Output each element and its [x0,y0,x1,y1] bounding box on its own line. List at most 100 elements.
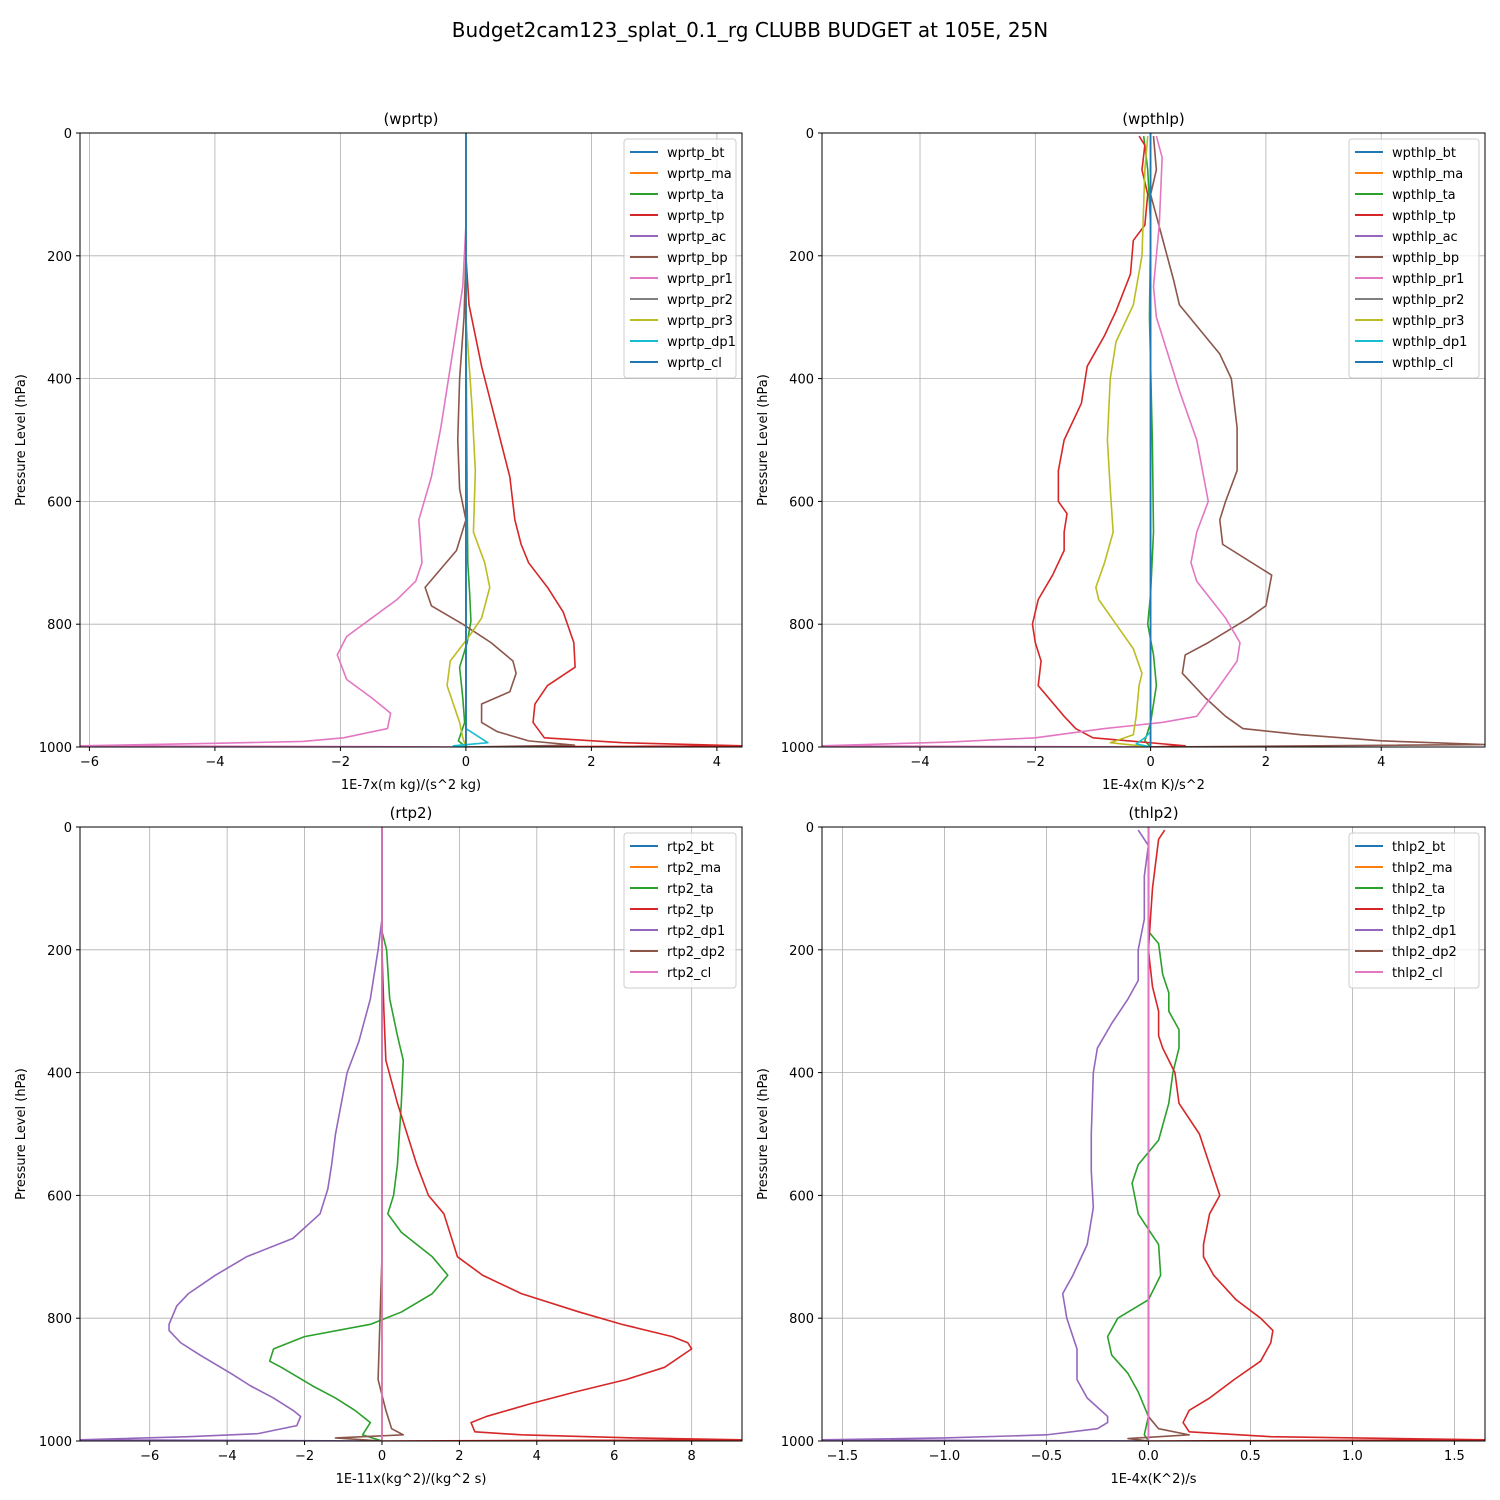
y-tick-label: 0 [806,821,814,836]
legend: wpthlp_bt wpthlp_ma wpthlp_ta wpthlp_tpwpth… [1348,138,1480,379]
x-tick-label: −4 [205,755,224,770]
legend-entry: rtp2_cl [667,966,711,981]
chart-panel-3: −6 −4 −2 0 2 4 6 8 0 200 400 600 800 1000 (rtp2) 1E-11x… [14,804,743,1487]
series-line-rtp2_ta [268,827,449,1441]
y-tick-label: 600 [789,1189,814,1204]
legend-entry: wprtp_ac [667,230,726,245]
y-tick-label: 0 [64,127,72,142]
legend-entry: wpthlp_ta [1392,188,1456,203]
legend-entry: wprtp_pr1 [667,272,733,287]
y-axis-label: Pressure Level (hPa) [14,374,29,506]
x-tick-label: 2 [455,1449,463,1464]
series-line-wprtp_ta [457,133,472,747]
series-line-thlp2_dp1 [822,829,1150,1441]
series-line-thlp2_tp [1147,829,1485,1441]
y-tick-label: 400 [47,373,72,388]
series-line-thlp2_dp2 [1127,827,1190,1441]
y-tick-label: 200 [789,944,814,959]
x-tick-label: 4 [713,755,721,770]
x-tick-label: −4 [910,755,929,770]
y-tick-label: 600 [47,1189,72,1204]
legend-entry: wpthlp_cl [1392,356,1453,371]
legend-entry: rtp2_ma [667,861,721,876]
y-tick-label: 400 [789,1067,814,1082]
legend-entry: thlp2_dp1 [1392,924,1457,939]
y-tick-label: 800 [789,1312,814,1327]
series-group [80,133,742,747]
x-tick-label: 0 [378,1449,386,1464]
legend-entry: wpthlp_dp1 [1392,335,1467,350]
y-tick-label: 1000 [781,741,814,756]
series-line-wprtp_bp [424,133,576,747]
legend-entry: wprtp_bt [667,146,724,161]
y-tick-label: 800 [47,618,72,633]
series-group [822,827,1485,1441]
legend-entry: wpthlp_ma [1392,167,1463,182]
legend-entry: wprtp_bp [667,251,728,266]
legend-entry: wpthlp_pr3 [1392,314,1464,329]
legend-entry: wpthlp_bp [1392,251,1459,266]
x-tick-label: −1.5 [827,1449,859,1464]
y-axis-label: Pressure Level (hPa) [756,1068,771,1200]
x-tick-label: 0 [1146,755,1154,770]
legend-entry: thlp2_bt [1392,840,1445,855]
y-tick-label: 400 [47,1067,72,1082]
series-line-rtp2_dp1 [80,827,383,1441]
legend-entry: wpthlp_bt [1392,146,1456,161]
series-line-wprtp_pr3 [446,133,491,747]
x-tick-label: 1.5 [1444,1449,1465,1464]
y-tick-label: 1000 [781,1435,814,1450]
x-tick-label: 8 [688,1449,696,1464]
y-tick-label: 200 [47,944,72,959]
legend-box [1348,138,1480,379]
panel-title: (thlp2) [1128,804,1178,822]
y-tick-label: 600 [47,495,72,510]
y-tick-label: 0 [64,821,72,836]
legend-entry: wpthlp_pr1 [1392,272,1464,287]
x-tick-label: 2 [1262,755,1270,770]
legend-entry: wprtp_pr2 [667,293,733,308]
axes-frame [79,132,743,748]
chart-panel-4: −1.5 −1.0 −0.5 0.0 0.5 1.0 1.5 0 200 400 600 800 100… [756,804,1486,1487]
y-tick-label: 200 [789,250,814,265]
y-tick-label: 1000 [39,741,72,756]
legend-entry: wprtp_tp [667,209,724,224]
series-line-wpthlp_pr3 [1095,136,1151,747]
legend-box [623,138,737,379]
y-axis-label: Pressure Level (hPa) [14,1068,29,1200]
panel-title: (rtp2) [390,804,433,822]
y-tick-label: 200 [47,250,72,265]
x-tick-label: −2 [331,755,350,770]
legend-entry: thlp2_cl [1392,966,1443,981]
legend-entry: thlp2_dp2 [1392,945,1457,960]
legend-entry: wprtp_cl [667,356,722,371]
legend-entry: wprtp_ma [667,167,732,182]
legend-entry: rtp2_dp2 [667,945,725,960]
legend-entry: wprtp_pr3 [667,314,733,329]
series-line-rtp2_tp [381,827,742,1441]
x-tick-label: 1.0 [1342,1449,1363,1464]
axes-frame [821,132,1486,748]
y-tick-label: 600 [789,495,814,510]
legend-entry: rtp2_bt [667,840,714,855]
series-line-wprtp_tp [465,133,742,747]
legend-entry: wpthlp_ac [1392,230,1458,245]
legend-entry: rtp2_dp1 [667,924,725,939]
legend-entry: thlp2_ta [1392,882,1445,897]
chart-panel-1: −6 −4 −2 0 2 4 0 200 400 600 800 1000 (wprtp) 1E-7x(m… [14,110,743,793]
y-tick-label: 1000 [39,1435,72,1450]
legend-entry: wprtp_dp1 [667,335,736,350]
x-tick-label: 2 [587,755,595,770]
x-tick-label: −4 [218,1449,237,1464]
axes-frame [821,826,1486,1442]
x-tick-label: −6 [80,755,99,770]
chart-panel-2: −4 −2 0 2 4 0 200 400 600 800 1000 (wpthlp) 1E-4x(m … [756,110,1486,793]
x-tick-label: 6 [610,1449,618,1464]
legend-entry: wpthlp_tp [1392,209,1456,224]
x-tick-label: 0 [462,755,470,770]
x-tick-label: −0.5 [1031,1449,1063,1464]
legend-box [623,832,737,989]
y-tick-label: 800 [789,618,814,633]
y-tick-label: 0 [806,127,814,142]
